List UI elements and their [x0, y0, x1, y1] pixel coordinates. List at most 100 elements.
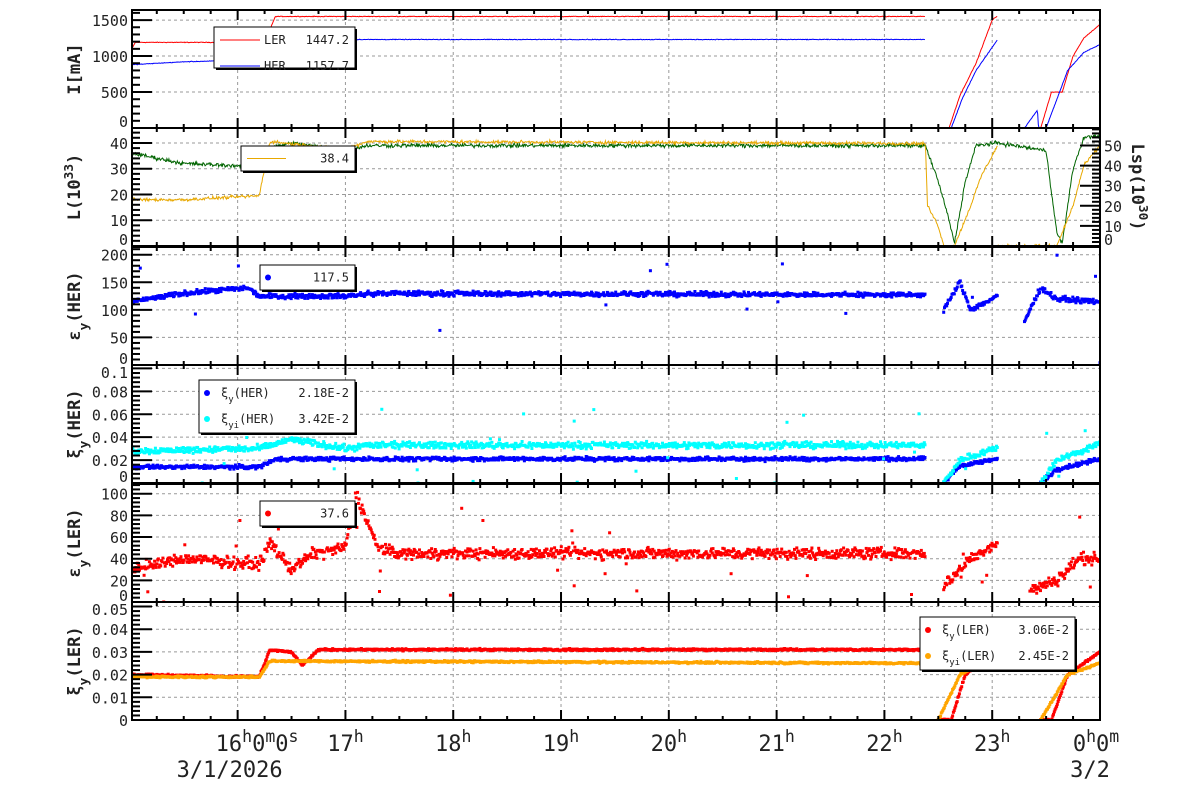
- data-point: [390, 441, 394, 444]
- data-point: [781, 294, 785, 298]
- data-point: [800, 441, 804, 445]
- data-point: [840, 444, 844, 448]
- data-point: [352, 292, 356, 296]
- data-point: [645, 456, 649, 460]
- data-point: [194, 449, 198, 453]
- data-point: [196, 446, 200, 449]
- y-tick-label-right: 40: [1104, 158, 1122, 176]
- data-point: [185, 294, 189, 298]
- data-point: [147, 463, 151, 467]
- data-point: [184, 290, 188, 294]
- data-point: [776, 300, 780, 304]
- data-point: [614, 290, 618, 294]
- data-point: [667, 547, 671, 551]
- data-point: [284, 457, 288, 461]
- data-point: [967, 457, 971, 461]
- data-point: [809, 440, 813, 444]
- data-point: [209, 466, 212, 470]
- data-point: [412, 441, 416, 445]
- data-point: [193, 292, 197, 296]
- data-point: [487, 444, 491, 448]
- data-point: [388, 552, 392, 556]
- data-point: [533, 551, 537, 554]
- data-point: [274, 293, 278, 297]
- data-point: [268, 445, 272, 449]
- data-point: [912, 441, 916, 445]
- legend: 117.5: [259, 264, 357, 292]
- data-point: [322, 557, 326, 561]
- data-point: [673, 554, 677, 558]
- data-point: [966, 300, 970, 304]
- data-point: [443, 550, 447, 553]
- data-point: [793, 455, 797, 459]
- data-point: [398, 290, 402, 294]
- data-point: [552, 552, 556, 556]
- data-point: [604, 303, 608, 307]
- data-point: [280, 438, 284, 442]
- label-part: (HER): [239, 412, 275, 426]
- data-point: [802, 291, 806, 295]
- data-point: [568, 553, 572, 557]
- data-point: [578, 441, 582, 444]
- data-point: [442, 445, 446, 449]
- data-point: [712, 290, 716, 294]
- y-axis-label: εy(HER): [65, 271, 92, 340]
- data-point: [879, 442, 883, 446]
- legend-value: 117.5: [313, 271, 349, 285]
- data-point: [245, 556, 249, 560]
- data-point: [451, 552, 455, 555]
- label-part: ): [1127, 220, 1147, 230]
- data-point: [289, 570, 292, 574]
- data-point: [439, 458, 443, 462]
- data-point: [228, 467, 232, 471]
- data-point: [289, 572, 293, 576]
- data-point: [634, 555, 638, 559]
- data-point: [195, 555, 199, 559]
- data-point: [670, 549, 674, 553]
- data-point: [605, 549, 609, 553]
- data-point: [346, 533, 350, 537]
- data-point: [304, 559, 308, 563]
- data-point: [146, 590, 150, 594]
- data-point: [501, 556, 505, 560]
- data-point: [675, 446, 679, 450]
- data-point: [1085, 446, 1089, 450]
- data-point: [1058, 299, 1062, 303]
- data-point: [481, 443, 485, 446]
- data-point: [1052, 464, 1056, 468]
- data-point: [451, 548, 455, 552]
- data-point: [1027, 310, 1031, 314]
- data-point: [609, 443, 613, 447]
- data-point: [372, 536, 375, 540]
- data-point: [328, 459, 332, 463]
- data-point: [572, 419, 576, 423]
- data-point: [471, 289, 475, 293]
- data-point: [422, 442, 426, 446]
- data-point: [237, 444, 241, 448]
- data-point: [559, 545, 563, 549]
- data-point: [897, 294, 901, 298]
- data-point: [300, 439, 304, 443]
- data-point: [1085, 459, 1089, 463]
- data-point: [513, 557, 517, 561]
- data-point: [1038, 290, 1042, 294]
- data-point: [310, 293, 314, 297]
- data-point: [499, 443, 503, 446]
- data-point: [661, 294, 664, 298]
- data-point: [584, 554, 588, 558]
- data-point: [469, 548, 473, 552]
- data-point: [482, 551, 486, 554]
- data-point: [413, 290, 417, 294]
- data-point: [512, 445, 516, 449]
- data-point: [812, 443, 816, 446]
- y-tick-label-right: 30: [1104, 178, 1122, 196]
- data-point: [632, 456, 636, 459]
- data-point: [259, 554, 263, 558]
- data-point: [436, 290, 440, 294]
- data-point: [309, 441, 313, 445]
- data-point: [415, 443, 418, 447]
- data-point: [261, 464, 265, 468]
- data-point: [691, 554, 695, 558]
- data-point: [673, 550, 676, 554]
- data-point: [588, 553, 592, 557]
